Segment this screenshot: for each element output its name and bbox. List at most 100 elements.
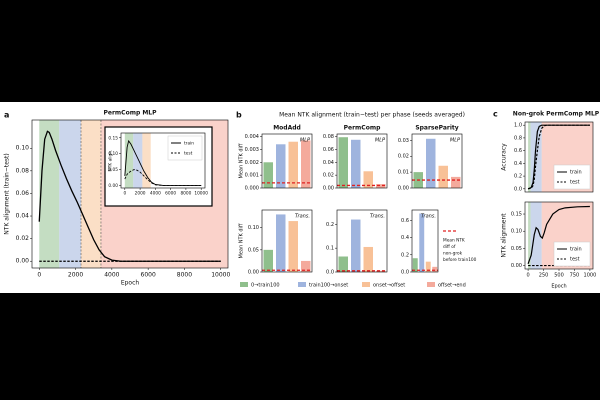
plot-title: Mean NTK alignment (train−test) per phas… bbox=[279, 112, 465, 119]
bar bbox=[338, 137, 348, 188]
bar bbox=[419, 213, 425, 272]
y-axis-label: Mean NTK diff bbox=[239, 223, 245, 258]
legend-label: before train100 bbox=[443, 257, 477, 263]
y-tick-label: 0.00 bbox=[511, 263, 522, 269]
series-line bbox=[527, 205, 590, 265]
x-tick-label: 500 bbox=[554, 273, 564, 279]
bar bbox=[263, 162, 273, 188]
legend-label: train bbox=[570, 247, 582, 253]
y-tick-label: 0.10 bbox=[108, 151, 118, 157]
axes-frame bbox=[336, 209, 388, 273]
y-tick-label: 0.08 bbox=[323, 134, 334, 140]
subplot-title: ModAdd bbox=[273, 125, 301, 132]
legend-label: train bbox=[184, 141, 194, 147]
subplot-tag: Trans. bbox=[421, 214, 436, 220]
bar bbox=[376, 270, 386, 272]
legend-swatch bbox=[240, 282, 248, 287]
phase-shading bbox=[59, 120, 81, 268]
y-tick-label: 0.15 bbox=[108, 135, 118, 141]
axes-frame bbox=[336, 133, 388, 189]
legend-box bbox=[167, 135, 203, 161]
legend-swatch bbox=[427, 282, 435, 287]
bar bbox=[451, 176, 461, 188]
legend-label: offset→end bbox=[438, 283, 466, 289]
bar bbox=[263, 249, 273, 272]
x-tick-label: 4000 bbox=[104, 272, 119, 279]
y-tick-label: 0.0 bbox=[514, 186, 522, 192]
phase-shading bbox=[133, 133, 143, 188]
y-axis-label: NTK alignment bbox=[501, 213, 508, 258]
x-tick-label: 2000 bbox=[68, 272, 83, 279]
subplot-tag: MLP bbox=[300, 138, 310, 144]
y-tick-label: 0.2 bbox=[401, 252, 409, 258]
y-tick-label: 0.04 bbox=[16, 213, 30, 220]
x-tick-label: 2000 bbox=[135, 191, 146, 197]
phase-shading bbox=[530, 122, 542, 192]
subplot-tag: Trans. bbox=[370, 214, 385, 220]
legend-swatch bbox=[362, 282, 370, 287]
y-tick-label: 0.02 bbox=[16, 235, 30, 242]
axes-frame bbox=[120, 132, 206, 189]
axes-frame bbox=[524, 121, 594, 193]
y-axis-label: NTK align. bbox=[108, 150, 114, 172]
axes-frame bbox=[261, 133, 313, 189]
phase-shading bbox=[39, 120, 60, 268]
series-line bbox=[527, 124, 590, 190]
phase-shading bbox=[530, 202, 542, 269]
x-axis-label: Epoch bbox=[121, 280, 140, 287]
phase-shading bbox=[142, 133, 151, 188]
y-tick-label: 0.003 bbox=[245, 147, 259, 153]
legend-label: diff of bbox=[443, 244, 456, 250]
y-tick-label: 0.00 bbox=[108, 183, 118, 189]
y-tick-label: 0.03 bbox=[398, 138, 409, 144]
y-tick-label: 0.01 bbox=[398, 170, 409, 176]
x-axis-label: Epoch bbox=[551, 284, 566, 290]
y-tick-label: 0.2 bbox=[514, 174, 522, 180]
subplot-title: PermComp bbox=[344, 125, 381, 132]
y-tick-label: 0.004 bbox=[245, 134, 259, 140]
bar bbox=[301, 260, 311, 272]
x-tick-label: 6000 bbox=[141, 272, 156, 279]
y-tick-label: 0.08 bbox=[16, 167, 30, 174]
y-tick-label: 0.02 bbox=[398, 154, 409, 160]
axes-frame bbox=[411, 133, 463, 189]
y-tick-label: 0.06 bbox=[16, 190, 30, 197]
y-tick-label: 1.0 bbox=[514, 123, 522, 129]
bar bbox=[288, 221, 298, 272]
legend-label: test bbox=[570, 180, 580, 186]
y-tick-label: 0.00 bbox=[398, 186, 409, 192]
legend-label: test bbox=[570, 257, 580, 263]
bar bbox=[363, 246, 373, 272]
bar bbox=[426, 138, 436, 188]
bar bbox=[376, 184, 386, 188]
bar bbox=[276, 214, 286, 272]
y-tick-label: 0.05 bbox=[248, 247, 259, 253]
y-tick-label: 0.15 bbox=[511, 212, 522, 218]
legend-box bbox=[553, 241, 591, 267]
y-axis-label: NTK alignment (train−test) bbox=[4, 153, 11, 234]
x-tick-label: 250 bbox=[539, 273, 549, 279]
axes-frame bbox=[411, 209, 439, 273]
panel-label: a bbox=[4, 111, 9, 120]
phase-shading bbox=[528, 122, 531, 192]
bar bbox=[301, 140, 311, 188]
y-tick-label: 0.05 bbox=[108, 167, 118, 173]
x-tick-label: 10000 bbox=[194, 191, 208, 197]
y-tick-label: 0.2 bbox=[326, 222, 334, 228]
x-tick-label: 4000 bbox=[150, 191, 161, 197]
legend-label: onset→offset bbox=[373, 283, 405, 289]
x-tick-label: 0 bbox=[526, 273, 529, 279]
subplot-tag: MLP bbox=[375, 138, 385, 144]
y-tick-label: 0.10 bbox=[248, 225, 259, 231]
plot-title: Non-grok PermComp MLP bbox=[513, 111, 600, 118]
subplot-tag: Trans. bbox=[295, 214, 310, 220]
subplot-tag: MLP bbox=[450, 138, 460, 144]
bar bbox=[363, 171, 373, 188]
y-axis-label: Accuracy bbox=[501, 143, 508, 171]
y-tick-label: 0.02 bbox=[323, 173, 334, 179]
legend-label: test bbox=[184, 151, 193, 157]
bar bbox=[351, 139, 361, 188]
y-tick-label: 0.00 bbox=[16, 258, 30, 265]
